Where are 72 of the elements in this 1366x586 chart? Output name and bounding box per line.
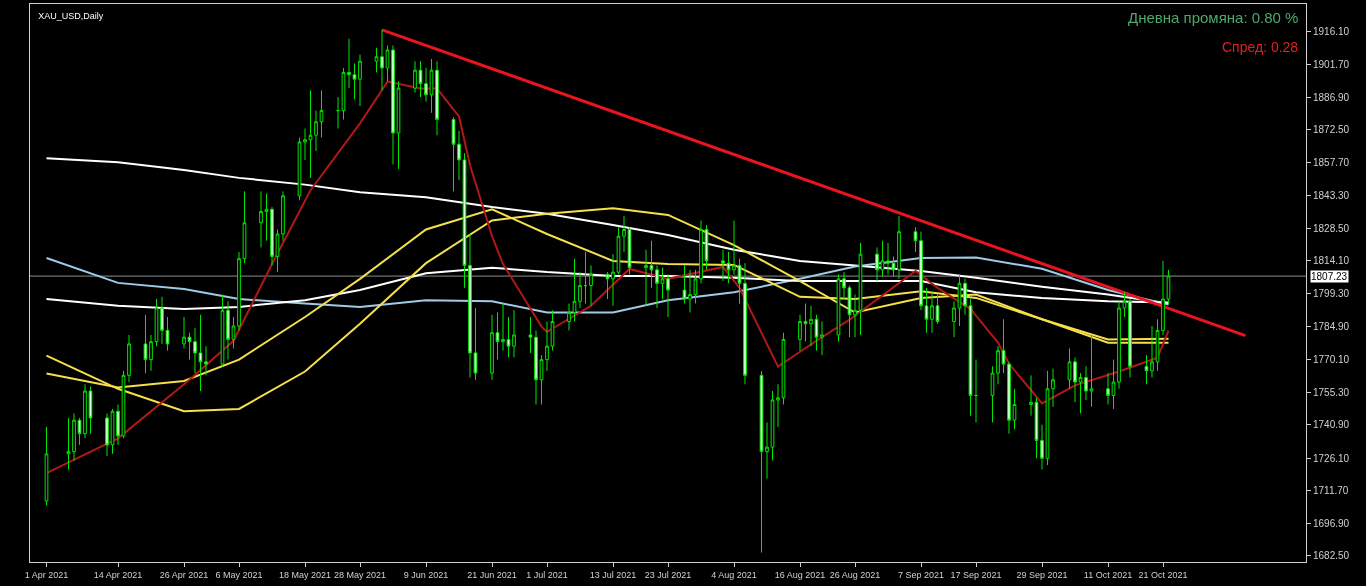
y-tick-label: 1814.10	[1313, 255, 1350, 267]
candlestick	[567, 303, 571, 331]
y-tick-label: 1843.30	[1313, 189, 1350, 201]
candlestick	[1106, 372, 1110, 405]
candlestick	[396, 80, 401, 170]
candlestick	[968, 298, 973, 417]
x-tick-label: 17 Sep 2021	[950, 569, 1002, 580]
x-tick-label: 7 Sep 2021	[897, 569, 945, 580]
y-tick-label: 1799.30	[1313, 288, 1350, 300]
candlestick	[798, 314, 802, 352]
x-tick-label: 29 Sep 2021	[1016, 569, 1068, 580]
candlestick	[952, 300, 956, 338]
x-tick-label: 4 Aug 2021	[711, 569, 757, 580]
candlestick	[858, 242, 863, 336]
x-tick-label: 1 Jul 2021	[526, 569, 568, 580]
x-tick-label: 26 Aug 2021	[829, 569, 881, 580]
candlestick	[1012, 388, 1017, 430]
annotation: Спред: 0.28	[1222, 39, 1299, 55]
candlestick	[935, 294, 940, 325]
y-tick-label: 1726.10	[1313, 452, 1350, 464]
x-tick-label: 18 May 2021	[278, 569, 332, 580]
candlestick	[1089, 334, 1094, 408]
y-tick-label: 1886.90	[1313, 91, 1350, 103]
candlestick	[259, 190, 263, 248]
x-tick-label: 11 Oct 2021	[1083, 569, 1133, 580]
x-tick-label: 1 Apr 2021	[24, 569, 69, 580]
x-tick-label: 21 Jun 2021	[467, 569, 517, 580]
y-tick-label: 1916.10	[1313, 26, 1350, 38]
candlestick	[165, 316, 170, 352]
candlestick	[44, 426, 49, 506]
y-tick-label: 1857.70	[1313, 157, 1350, 169]
y-tick-label: 1711.70	[1313, 484, 1349, 496]
x-tick-label: 9 Jun 2021	[403, 569, 449, 580]
y-tick-label: 1755.30	[1313, 387, 1350, 399]
annotation: Дневна промяна: 0.80 %	[1128, 9, 1299, 26]
candlestick	[1166, 269, 1171, 305]
candlestick	[319, 89, 324, 138]
x-tick-label: 13 Jul 2021	[589, 569, 637, 580]
y-tick-label: 1828.50	[1313, 222, 1350, 234]
x-tick-label: 26 Apr 2021	[159, 569, 209, 580]
candlestick	[490, 314, 494, 381]
y-tick-label: 1696.90	[1313, 518, 1350, 530]
candlestick	[88, 386, 93, 435]
y-tick-label: 1872.50	[1313, 124, 1350, 136]
candlestick	[721, 249, 725, 282]
x-tick-label: 21 Oct 2021	[1138, 569, 1188, 580]
candlestick	[644, 249, 648, 307]
y-tick-label: 1682.50	[1313, 550, 1350, 562]
candlestick	[413, 60, 417, 94]
candlestick	[875, 246, 879, 282]
candlestick	[550, 309, 555, 352]
candlestick	[583, 251, 588, 305]
y-tick-label: 1784.90	[1313, 320, 1350, 332]
candlestick	[627, 226, 632, 275]
ref-line-label: 1807.23	[1311, 271, 1348, 282]
candlestick	[473, 307, 478, 381]
x-tick-label: 23 Jul 2021	[644, 569, 692, 580]
candlestick	[781, 332, 786, 405]
text: XAU_USD,Daily	[38, 11, 104, 22]
candlestick	[105, 412, 109, 457]
candlestick	[1029, 374, 1033, 417]
candlestick	[242, 190, 247, 264]
y-tick-label: 1901.70	[1313, 58, 1350, 70]
candlestick	[589, 264, 593, 307]
x-tick-label: 28 May 2021	[333, 569, 387, 580]
x-tick-label: 16 Aug 2021	[774, 569, 826, 580]
x-tick-label: 14 Apr 2021	[93, 569, 143, 580]
x-tick-label: 6 May 2021	[215, 569, 263, 580]
candlestick	[182, 316, 186, 349]
candlestick	[704, 224, 709, 271]
y-tick-label: 1740.90	[1313, 419, 1350, 431]
y-tick-label: 1770.10	[1313, 353, 1350, 365]
